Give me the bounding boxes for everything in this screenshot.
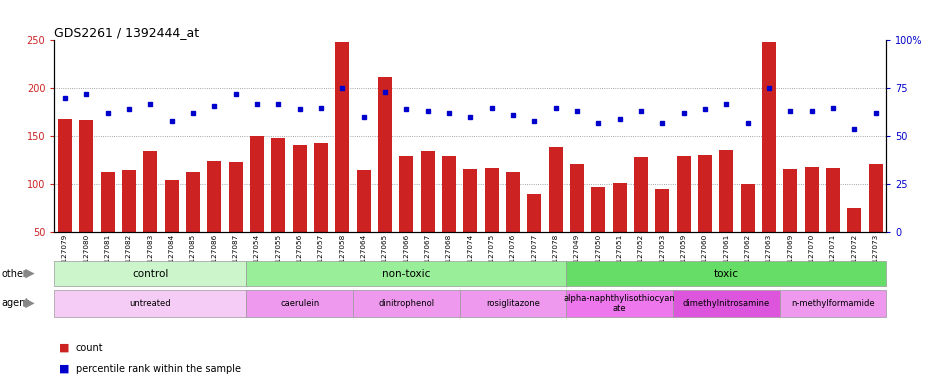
Text: ■: ■: [59, 364, 69, 374]
Text: non-toxic: non-toxic: [382, 268, 431, 279]
Text: percentile rank within the sample: percentile rank within the sample: [76, 364, 241, 374]
Text: ■: ■: [59, 343, 69, 353]
Bar: [719, 150, 733, 280]
Bar: [463, 169, 476, 280]
Bar: [101, 172, 114, 280]
Bar: [740, 184, 753, 280]
Bar: [697, 155, 711, 280]
Bar: [826, 168, 839, 280]
Bar: [314, 143, 328, 280]
Bar: [207, 161, 221, 280]
Bar: [186, 172, 199, 280]
Bar: [399, 156, 413, 280]
Bar: [868, 164, 882, 280]
Text: control: control: [132, 268, 168, 279]
Bar: [548, 147, 562, 280]
Bar: [80, 120, 94, 280]
Bar: [655, 189, 668, 280]
Bar: [569, 164, 583, 280]
Text: toxic: toxic: [713, 268, 739, 279]
Text: GDS2261 / 1392444_at: GDS2261 / 1392444_at: [54, 26, 199, 39]
Bar: [634, 157, 648, 280]
Text: untreated: untreated: [129, 299, 171, 308]
Bar: [143, 151, 157, 280]
Text: other: other: [2, 268, 28, 279]
Bar: [228, 162, 242, 280]
Bar: [804, 167, 818, 280]
Bar: [612, 184, 626, 280]
Bar: [378, 77, 391, 280]
Text: n-methylformamide: n-methylformamide: [790, 299, 874, 308]
Text: count: count: [76, 343, 103, 353]
Bar: [420, 151, 434, 280]
Bar: [250, 136, 264, 280]
Text: caerulein: caerulein: [280, 299, 319, 308]
Bar: [58, 119, 72, 280]
Text: agent: agent: [2, 298, 30, 308]
Bar: [761, 42, 775, 280]
Text: dimethylnitrosamine: dimethylnitrosamine: [682, 299, 769, 308]
Bar: [442, 156, 456, 280]
Bar: [676, 157, 690, 280]
Bar: [846, 208, 860, 280]
Bar: [505, 172, 519, 280]
Bar: [357, 170, 371, 280]
Bar: [484, 168, 498, 280]
Bar: [271, 138, 285, 280]
Bar: [527, 194, 541, 280]
Bar: [292, 145, 306, 280]
Bar: [335, 42, 349, 280]
Bar: [122, 170, 136, 280]
Bar: [165, 180, 179, 280]
Bar: [591, 187, 605, 280]
Text: alpha-naphthylisothiocyan
ate: alpha-naphthylisothiocyan ate: [563, 294, 675, 313]
Text: rosiglitazone: rosiglitazone: [486, 299, 539, 308]
Text: dinitrophenol: dinitrophenol: [378, 299, 434, 308]
Bar: [782, 169, 797, 280]
